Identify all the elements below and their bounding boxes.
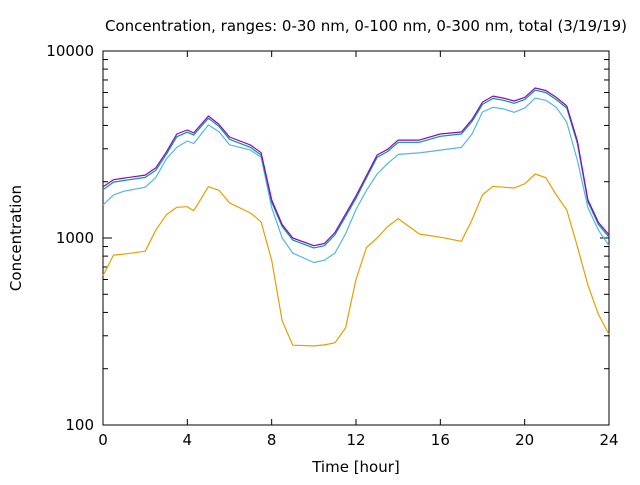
x-tick-label: 24	[599, 431, 618, 449]
y-tick-label: 100	[65, 416, 94, 434]
series-line-0-300-nm	[102, 89, 610, 249]
chart-title: Concentration, ranges: 0-30 nm, 0-100 nm…	[105, 17, 627, 35]
x-axis-label: Time [hour]	[311, 458, 400, 476]
x-tick-label: 8	[267, 431, 277, 449]
x-tick-label: 20	[515, 431, 534, 449]
series-line-0-30-nm	[102, 173, 610, 347]
y-tick-label: 1000	[56, 229, 94, 247]
plot-frame	[102, 50, 610, 426]
series-line-total	[102, 87, 610, 247]
x-tick-label: 16	[431, 431, 450, 449]
x-tick-label: 12	[346, 431, 365, 449]
x-tick-label: 0	[98, 431, 108, 449]
y-tick-label: 10000	[46, 42, 94, 60]
series-line-0-100-nm	[102, 97, 610, 264]
x-tick-label: 4	[183, 431, 193, 449]
y-axis-label: Concentration	[7, 185, 25, 291]
